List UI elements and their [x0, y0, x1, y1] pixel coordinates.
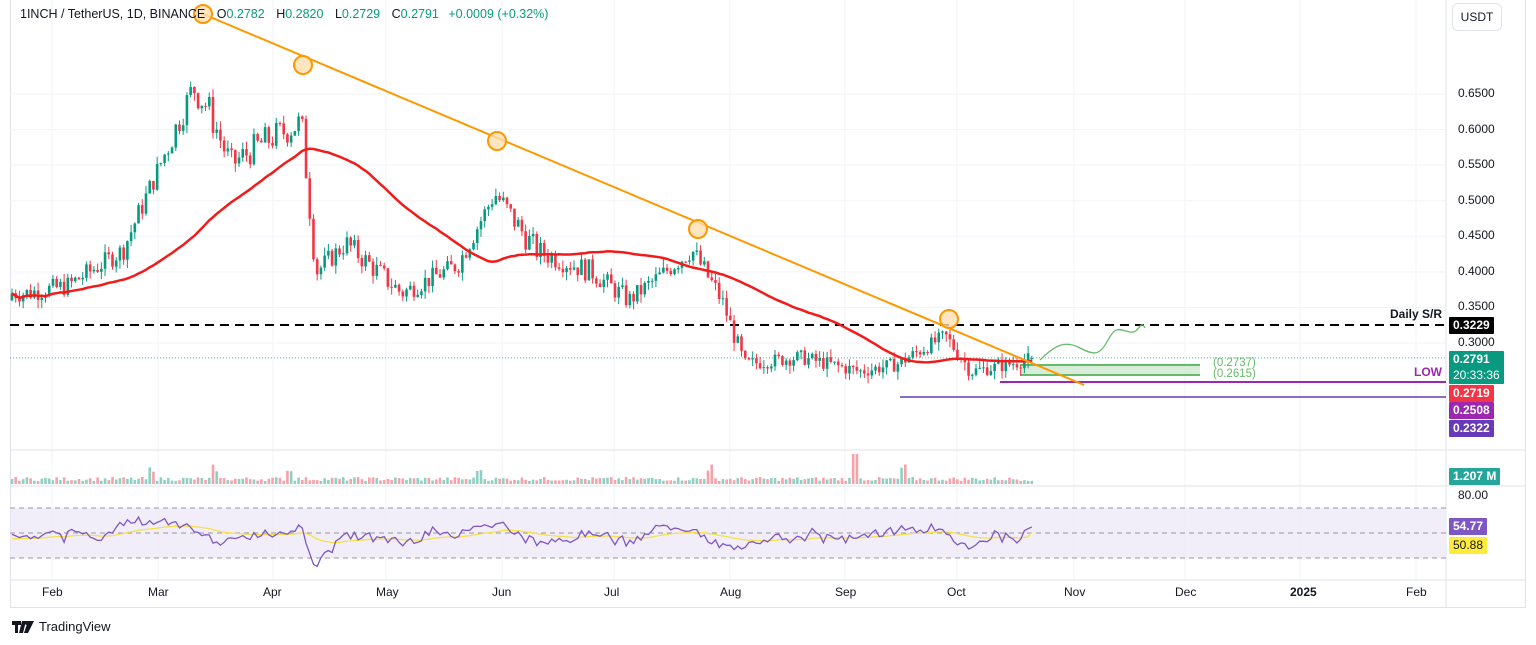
close-value: 0.2791: [400, 7, 439, 21]
price-tick: 0.6500: [1458, 86, 1495, 100]
low1-price-tag: 0.2508: [1449, 402, 1494, 419]
last-price-tag: 0.2791 20:33:36: [1449, 351, 1504, 384]
price-tick: 0.5500: [1458, 157, 1495, 172]
touch-point-marker: [193, 4, 213, 24]
currency-button[interactable]: USDT: [1452, 3, 1502, 31]
daily-sr-label: Daily S/R: [1390, 307, 1443, 321]
time-tick: Jun: [492, 585, 512, 599]
ma-price-tag: 0.2719: [1449, 385, 1494, 402]
high-value: 0.2820: [285, 7, 324, 21]
time-tick: Oct: [947, 585, 966, 599]
price-tick: 0.4500: [1458, 228, 1495, 243]
support-zone: [1020, 365, 1200, 375]
symbol-title: 1INCH / TetherUS, 1D, BINANCE: [20, 7, 206, 21]
time-tick: Apr: [263, 585, 282, 599]
time-tick: May: [376, 585, 399, 599]
touch-point-marker: [939, 309, 959, 329]
open-value: 0.2782: [226, 7, 265, 21]
time-tick: 2025: [1290, 585, 1317, 599]
zone-upper-label: (0.2737): [1213, 357, 1256, 369]
symbol-legend: 1INCH / TetherUS, 1D, BINANCE O0.2782 H0…: [20, 7, 549, 21]
time-tick: Feb: [1406, 585, 1427, 599]
descending-trendline: [202, 13, 1085, 386]
chart-frame[interactable]: [10, 0, 1526, 608]
rsi-ma-tag: 50.88: [1449, 537, 1488, 554]
touch-point-marker: [487, 131, 507, 151]
rsi-tick-80: 80.00: [1458, 488, 1489, 502]
time-tick: Aug: [720, 585, 742, 599]
moving-average-line: [11, 147, 1032, 364]
time-tick: Feb: [42, 585, 63, 599]
time-tick: Nov: [1064, 585, 1086, 599]
last-price-value: 0.2791: [1453, 352, 1490, 366]
zone-value-labels: (0.2737) (0.2615): [1213, 357, 1256, 380]
volume-tag: 1.207 M: [1449, 468, 1501, 485]
touch-point-marker: [688, 219, 708, 239]
tradingview-logo-icon: [12, 620, 34, 633]
change-value: +0.0009 (+0.32%): [448, 7, 549, 21]
low2-price-tag: 0.2322: [1449, 420, 1494, 437]
time-tick: Mar: [148, 585, 169, 599]
low-label: LOW: [1414, 365, 1442, 379]
rsi-line: [11, 515, 1033, 568]
time-tick: Jul: [604, 585, 620, 599]
rsi-band: [10, 508, 1446, 558]
rsi-tag: 54.77: [1449, 518, 1488, 535]
zone-lower-label: (0.2615): [1213, 368, 1256, 380]
projected-path: [1039, 324, 1146, 361]
tradingview-brand[interactable]: TradingView: [12, 619, 111, 634]
low-value: 0.2729: [341, 7, 381, 21]
price-tick: 0.4000: [1458, 263, 1495, 278]
time-tick: Dec: [1175, 585, 1197, 599]
bar-countdown: 20:33:36: [1453, 368, 1500, 382]
time-tick: Sep: [835, 585, 857, 599]
price-tick: 0.3000: [1458, 335, 1495, 349]
price-tick: 0.5000: [1458, 192, 1495, 207]
price-tick: 0.6000: [1458, 121, 1495, 136]
daily-sr-price-tag: 0.3229: [1449, 317, 1494, 334]
price-tick: 0.3500: [1458, 299, 1495, 314]
touch-point-marker: [293, 55, 313, 75]
